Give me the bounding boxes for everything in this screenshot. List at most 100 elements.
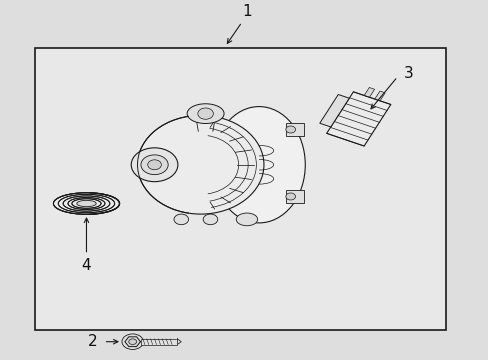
Circle shape xyxy=(128,339,136,345)
Point xyxy=(248,177,254,182)
Line: 2 pts: 2 pts xyxy=(158,339,160,345)
Polygon shape xyxy=(319,94,348,127)
Line: 2 pts: 2 pts xyxy=(142,339,144,345)
Ellipse shape xyxy=(137,116,264,214)
Line: 2 pts: 2 pts xyxy=(210,202,214,209)
Line: 2 pts: 2 pts xyxy=(326,133,364,146)
Circle shape xyxy=(203,214,217,225)
Point xyxy=(165,342,171,347)
Line: 2 pts: 2 pts xyxy=(221,197,230,203)
Point xyxy=(227,125,233,129)
Point xyxy=(226,186,232,190)
Text: 3: 3 xyxy=(403,66,413,81)
Point xyxy=(372,126,378,130)
Point xyxy=(361,144,366,148)
Line: 2 pts: 2 pts xyxy=(146,339,148,345)
Point xyxy=(323,131,329,135)
Point xyxy=(383,108,389,113)
Ellipse shape xyxy=(131,148,178,182)
Point xyxy=(232,150,238,154)
Text: 1: 1 xyxy=(242,4,251,19)
Point xyxy=(232,175,238,179)
Point xyxy=(143,337,149,341)
Point xyxy=(145,342,151,347)
Line: 2 pts: 2 pts xyxy=(166,339,168,345)
Point xyxy=(387,102,393,107)
Point xyxy=(212,115,218,119)
Text: 2: 2 xyxy=(88,334,98,349)
Point xyxy=(338,108,344,112)
Point xyxy=(218,195,224,199)
Bar xyxy=(35,49,446,330)
Circle shape xyxy=(174,214,188,225)
Line: 2 pts: 2 pts xyxy=(353,92,390,104)
Line: 2 pts: 2 pts xyxy=(221,127,230,132)
Point xyxy=(240,135,245,139)
Line: 2 pts: 2 pts xyxy=(210,121,214,127)
Bar xyxy=(141,339,177,345)
Ellipse shape xyxy=(236,213,257,226)
Line: 2 pts: 2 pts xyxy=(330,127,367,140)
Point xyxy=(248,148,254,152)
Point xyxy=(193,115,199,119)
Point xyxy=(364,138,370,142)
Point xyxy=(195,129,201,134)
Line: 2 pts: 2 pts xyxy=(196,117,198,131)
Ellipse shape xyxy=(187,104,224,123)
Point xyxy=(342,102,348,106)
Circle shape xyxy=(285,193,295,200)
Circle shape xyxy=(198,108,213,119)
Point xyxy=(211,207,217,211)
Line: 2 pts: 2 pts xyxy=(212,117,215,131)
Point xyxy=(226,139,232,143)
Ellipse shape xyxy=(212,107,305,223)
Circle shape xyxy=(147,160,161,170)
Point xyxy=(149,342,155,347)
Point xyxy=(153,342,159,347)
Point xyxy=(334,113,340,118)
Point xyxy=(209,129,215,134)
Ellipse shape xyxy=(77,201,96,207)
Line: 2 pts: 2 pts xyxy=(334,121,371,134)
Point xyxy=(207,125,213,130)
Circle shape xyxy=(141,155,168,175)
Line: 2 pts: 2 pts xyxy=(162,339,164,345)
Point xyxy=(211,118,217,123)
Line: 2 pts: 2 pts xyxy=(337,116,375,128)
Point xyxy=(376,120,382,125)
Circle shape xyxy=(285,126,295,133)
Point xyxy=(350,90,356,94)
Polygon shape xyxy=(124,337,140,347)
Line: 2 pts: 2 pts xyxy=(345,104,383,116)
Polygon shape xyxy=(177,339,181,345)
Line: 2 pts: 2 pts xyxy=(150,339,152,345)
Point xyxy=(207,200,213,204)
Polygon shape xyxy=(326,92,390,146)
Line: 2 pts: 2 pts xyxy=(341,110,379,122)
Point xyxy=(346,96,352,100)
Point xyxy=(169,342,175,347)
Point xyxy=(161,342,167,347)
Point xyxy=(234,163,240,167)
Bar xyxy=(285,123,304,136)
Point xyxy=(147,337,153,341)
Point xyxy=(227,201,233,205)
Polygon shape xyxy=(374,91,385,101)
Point xyxy=(167,337,173,341)
Point xyxy=(142,342,147,347)
Point xyxy=(251,163,257,167)
Line: 2 pts: 2 pts xyxy=(349,98,386,111)
Point xyxy=(368,132,374,136)
Line: 2 pts: 2 pts xyxy=(170,339,172,345)
Line: 2 pts: 2 pts xyxy=(229,188,243,193)
Ellipse shape xyxy=(122,334,143,350)
Point xyxy=(151,337,157,341)
Line: 2 pts: 2 pts xyxy=(154,339,156,345)
Point xyxy=(240,190,245,195)
Text: 4: 4 xyxy=(81,258,91,273)
Line: 2 pts: 2 pts xyxy=(229,137,243,141)
Point xyxy=(163,337,169,341)
Line: 2 pts: 2 pts xyxy=(235,150,251,152)
Ellipse shape xyxy=(53,193,119,214)
Point xyxy=(155,337,161,341)
